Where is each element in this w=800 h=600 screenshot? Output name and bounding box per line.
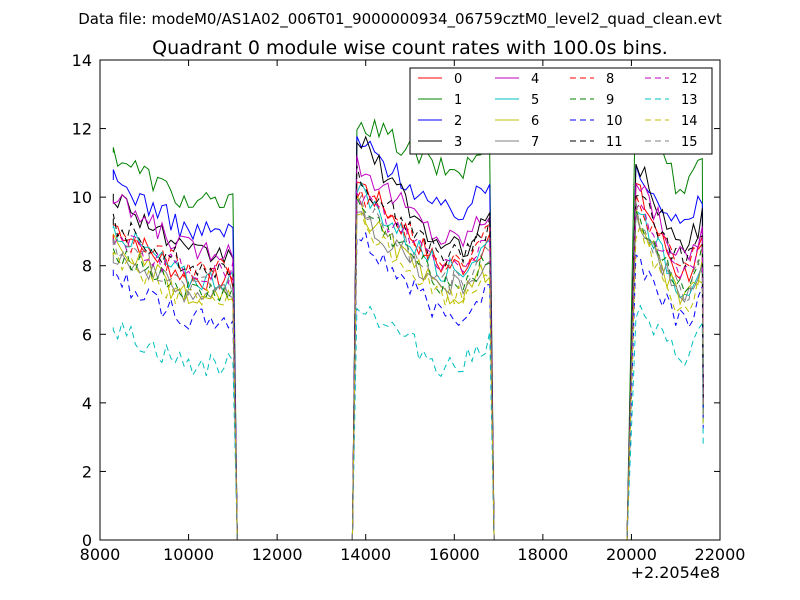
x-offset-label: +2.2054e8 (631, 563, 720, 582)
legend-label-6: 6 (531, 114, 539, 129)
series-line-6 (112, 194, 704, 540)
series-line-13 (112, 304, 704, 540)
legend-label-4: 4 (531, 72, 539, 87)
x-tick-label: 8000 (80, 545, 121, 564)
axis-ticks: 8000 10000 12000 14000 16000 18000 20000 22000 0… (72, 51, 746, 564)
x-tick-label: 14000 (340, 545, 391, 564)
series-line-10 (112, 231, 704, 540)
legend-label-11: 11 (606, 135, 623, 150)
series-line-9 (112, 197, 704, 540)
legend-label-0: 0 (454, 72, 462, 87)
legend-label-10: 10 (606, 114, 623, 129)
legend-box (409, 67, 713, 155)
series-line-3 (112, 135, 704, 540)
y-tick-label: 10 (72, 188, 92, 207)
legend-label-14: 14 (681, 114, 698, 129)
legend-label-15: 15 (681, 135, 698, 150)
y-tick-label: 14 (72, 51, 92, 70)
series-line-5 (112, 181, 704, 540)
legend-label-7: 7 (531, 135, 539, 150)
plot-frame (99, 59, 721, 541)
series-line-15 (112, 194, 704, 540)
legend-label-2: 2 (454, 114, 462, 129)
suptitle: Data file: modeM0/AS1A02_006T01_90000009… (78, 10, 722, 29)
series-line-8 (112, 188, 704, 540)
legend-label-12: 12 (681, 72, 698, 87)
y-tick-label: 4 (82, 394, 92, 413)
x-tick-label: 16000 (429, 545, 480, 564)
legend-label-5: 5 (531, 93, 539, 108)
x-tick-label: 12000 (252, 545, 303, 564)
series-layer (112, 83, 704, 540)
y-tick-label: 8 (82, 257, 92, 276)
x-tick-label: 22000 (695, 545, 746, 564)
series-line-14 (112, 212, 704, 540)
x-tick-label: 10000 (163, 545, 214, 564)
legend-label-1: 1 (454, 93, 462, 108)
y-tick-label: 6 (82, 325, 92, 344)
legend-label-8: 8 (606, 72, 614, 87)
x-tick-label: 18000 (517, 545, 568, 564)
y-tick-label: 12 (72, 120, 92, 139)
y-tick-label: 0 (82, 531, 92, 550)
series-line-11 (112, 165, 704, 540)
y-tick-label: 2 (82, 462, 92, 481)
legend-label-13: 13 (681, 93, 698, 108)
x-tick-label: 20000 (606, 545, 657, 564)
legend-label-3: 3 (454, 135, 462, 150)
series-line-12 (112, 192, 704, 540)
series-line-4 (112, 155, 704, 540)
chart-title: Quadrant 0 module wise count rates with … (152, 37, 668, 59)
legend-label-9: 9 (606, 93, 614, 108)
